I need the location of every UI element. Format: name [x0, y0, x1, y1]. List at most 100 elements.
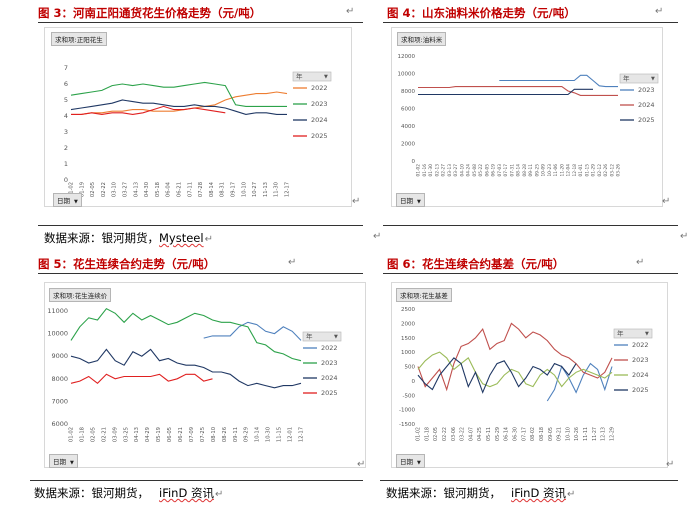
y-tick-label: 2000	[401, 142, 415, 148]
x-tick-label: 11-06	[553, 164, 559, 177]
x-tick-label: 01-02	[416, 427, 422, 441]
x-tick-label: 06-05	[484, 164, 490, 177]
y-tick-label: 10000	[47, 330, 68, 338]
x-tick-label: 11-15	[277, 427, 283, 442]
x-tick-label: 10-10	[565, 427, 571, 441]
figure-5-chart: 求和项:花生连续价 6000 7000 8000 9000 10000 11000 01-0…	[44, 282, 366, 468]
x-tick-label: 01-02	[69, 182, 75, 197]
x-tick-label: 02-22	[442, 427, 448, 441]
axis-field-label: 日期	[400, 197, 413, 205]
legend-header-label: 年	[296, 72, 303, 81]
legend-header-label: 年	[623, 74, 630, 83]
series-line-2023	[499, 74, 618, 88]
figure-bottom-rule	[30, 480, 363, 481]
x-tick-label: 04-30	[144, 182, 150, 197]
x-tick-label: 11-20	[559, 164, 565, 177]
x-tick-label: 04-24	[466, 164, 472, 177]
x-tick-label: 06-21	[178, 427, 184, 442]
axis-field-button[interactable]: 日期 ▼	[396, 454, 425, 468]
x-tick-label: 10-30	[266, 427, 272, 442]
legend-label: 2023	[311, 100, 328, 108]
series-line-2025	[418, 88, 593, 96]
legend-label: 2025	[638, 116, 655, 124]
series-line-2022	[546, 362, 613, 402]
series-line-2025	[417, 357, 577, 394]
source-prefix: 数据来源：银河期货，	[44, 231, 159, 245]
legend-label: 2022	[311, 84, 328, 92]
x-tick-label: 08-10	[211, 427, 217, 442]
x-tick-label: 12-04	[566, 164, 572, 177]
legend-header-label: 年	[617, 329, 624, 338]
paragraph-mark: ↵	[204, 234, 213, 245]
x-tick-label: 01-01	[578, 164, 584, 177]
dropdown-arrow-icon: ▼	[645, 331, 649, 337]
series-line-2023	[70, 308, 302, 362]
legend-label: 2023	[321, 359, 338, 367]
legend-header[interactable]: 年 ▼	[302, 332, 342, 342]
legend-header-box	[619, 73, 659, 84]
x-tick-label: 07-31	[509, 164, 515, 177]
x-tick-label: 11-13	[263, 182, 269, 197]
field-button[interactable]: 求和项:正阳花生	[51, 32, 107, 46]
axis-field-button[interactable]: 日期 ▼	[396, 193, 425, 207]
y-tick-label: 8000	[401, 89, 415, 95]
axis-field-button[interactable]: 日期 ▼	[49, 454, 78, 468]
x-tick-label: 05-18	[155, 182, 161, 197]
x-tick-label: 05-11	[486, 427, 492, 441]
paragraph-mark: ↵	[373, 231, 382, 242]
paragraph-mark: ↵	[662, 196, 671, 207]
legend-label: 2024	[632, 371, 649, 379]
title-rule	[38, 273, 363, 274]
x-tick-label: 06-19	[491, 164, 497, 177]
x-tick-label: 02-05	[433, 427, 439, 441]
series-line-2023	[417, 322, 613, 392]
x-tick-label: 06-04	[166, 181, 172, 197]
figure-bottom-rule	[380, 480, 678, 481]
x-tick-label: 07-25	[200, 427, 206, 442]
paragraph-mark: ↵	[636, 257, 645, 268]
field-button[interactable]: 求和项:花生连续价	[49, 288, 112, 302]
x-tick-label: 05-08	[472, 164, 478, 177]
legend-header[interactable]: 年 ▼	[292, 72, 332, 82]
y-tick-label: 1000	[401, 350, 415, 356]
x-tick-label: 09-11	[233, 427, 239, 442]
field-button[interactable]: 求和项:花生基差	[396, 288, 452, 302]
x-tick-label: 09-25	[534, 164, 540, 177]
legend-label: 2025	[311, 132, 328, 140]
x-tick-label: 09-29	[244, 427, 250, 442]
figure-5-title: 图 5：花生连续合约走势（元/吨）	[38, 257, 216, 271]
legend-label: 2024	[638, 101, 655, 109]
x-tick-label: 09-17	[231, 182, 237, 197]
x-tick-label: 07-09	[189, 427, 195, 442]
y-tick-label: 0	[412, 379, 416, 385]
x-tick-label: 08-14	[209, 181, 215, 197]
axis-field-label: 日期	[53, 458, 66, 466]
x-tick-label: 02-05	[90, 182, 96, 197]
series-line-2025	[71, 105, 226, 115]
y-tick-label: -1000	[399, 408, 415, 414]
paragraph-mark: ↵	[680, 231, 689, 242]
field-button[interactable]: 求和项:油料米	[397, 32, 447, 46]
legend-header[interactable]: 年 ▼	[613, 329, 653, 339]
legend-label: 2023	[638, 86, 655, 94]
x-tick-label: 03-22	[460, 427, 466, 441]
x-tick-label: 01-30	[428, 164, 434, 177]
figure-3-chart: 求和项:正阳花生 0 1 2 3 4 5 6 7 01-02 01-19 02-05 02-22 03-…	[44, 27, 352, 207]
y-tick-label: 6000	[51, 420, 68, 428]
legend-header[interactable]: 年 ▼	[619, 73, 659, 84]
x-tick-label: 05-19	[156, 427, 162, 442]
y-tick-label: 6	[64, 80, 68, 88]
x-tick-label: 08-14	[516, 164, 522, 177]
figure-6-title: 图 6：花生连续合约基差（元/吨）	[387, 257, 565, 271]
legend-label: 2025	[632, 386, 649, 394]
axis-field-button[interactable]: 日期 ▼	[53, 193, 82, 207]
x-tick-label: 05-22	[478, 164, 484, 177]
x-tick-label: 12-18	[572, 164, 578, 177]
legend-label: 2022	[321, 344, 338, 352]
y-tick-label: 8000	[51, 375, 68, 383]
x-tick-label: 07-03	[497, 164, 503, 177]
figure-4-title: 图 4：山东油料米价格走势（元/吨）	[387, 6, 576, 20]
figure-4-chart: 求和项:油料米 0 2000 4000 6000 8000 10000 12000 01-02…	[391, 27, 663, 207]
figure-3-source: 数据来源：银河期货，Mysteel↵	[44, 230, 213, 246]
